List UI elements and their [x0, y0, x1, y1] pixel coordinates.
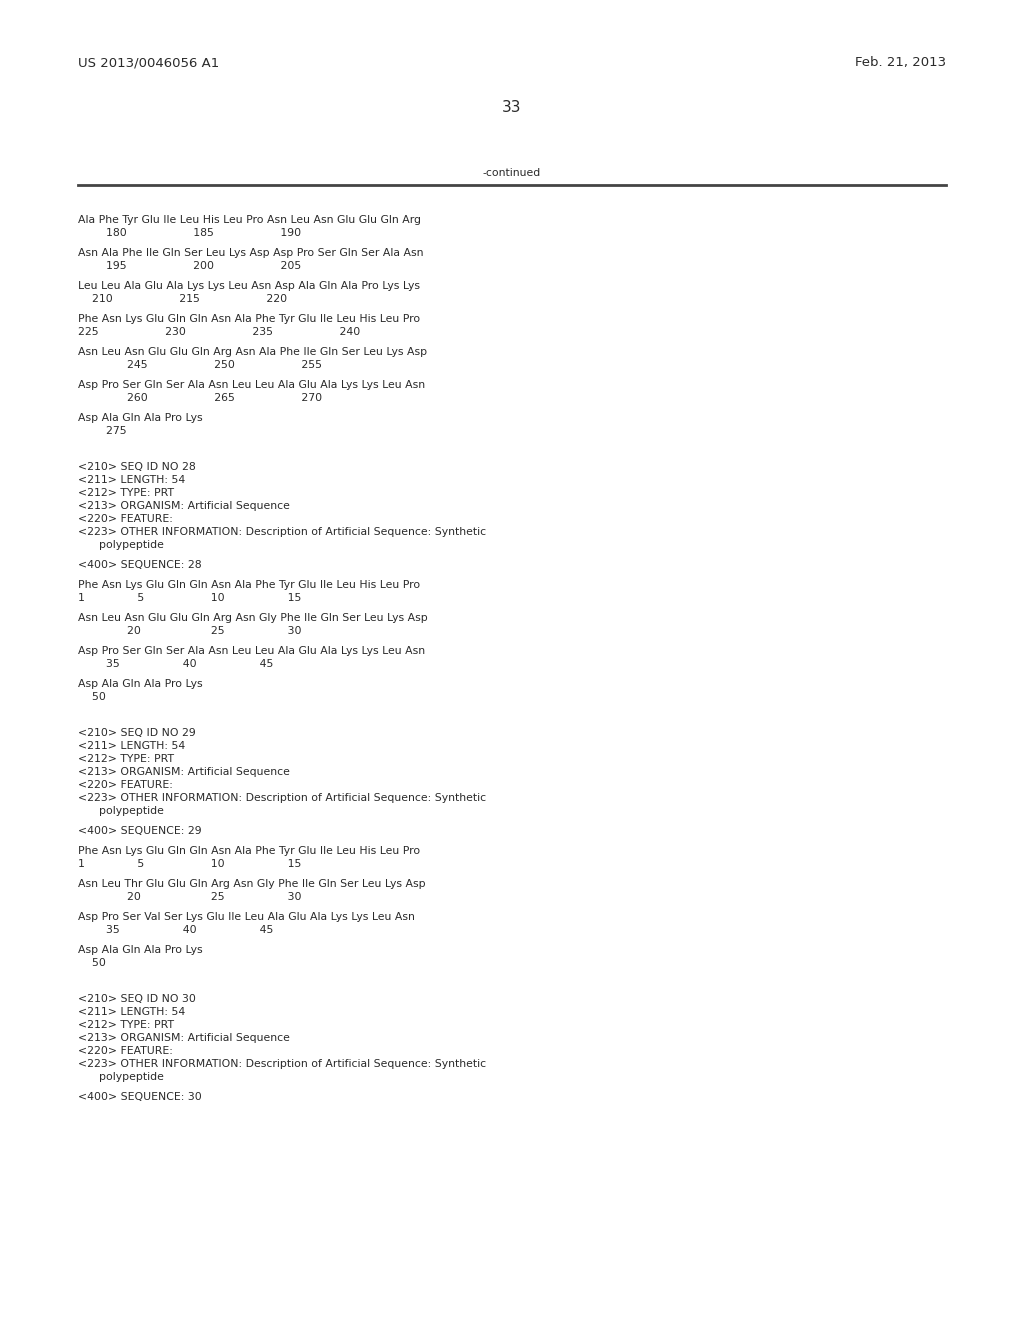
Text: 33: 33: [502, 100, 522, 115]
Text: <210> SEQ ID NO 30: <210> SEQ ID NO 30: [78, 994, 196, 1005]
Text: <212> TYPE: PRT: <212> TYPE: PRT: [78, 488, 174, 498]
Text: <220> FEATURE:: <220> FEATURE:: [78, 1045, 173, 1056]
Text: <400> SEQUENCE: 29: <400> SEQUENCE: 29: [78, 826, 202, 836]
Text: Asp Pro Ser Gln Ser Ala Asn Leu Leu Ala Glu Ala Lys Lys Leu Asn: Asp Pro Ser Gln Ser Ala Asn Leu Leu Ala …: [78, 645, 425, 656]
Text: <223> OTHER INFORMATION: Description of Artificial Sequence: Synthetic: <223> OTHER INFORMATION: Description of …: [78, 527, 486, 537]
Text: 245                   250                   255: 245 250 255: [78, 360, 322, 370]
Text: US 2013/0046056 A1: US 2013/0046056 A1: [78, 55, 219, 69]
Text: <400> SEQUENCE: 28: <400> SEQUENCE: 28: [78, 560, 202, 570]
Text: Asp Pro Ser Gln Ser Ala Asn Leu Leu Ala Glu Ala Lys Lys Leu Asn: Asp Pro Ser Gln Ser Ala Asn Leu Leu Ala …: [78, 380, 425, 389]
Text: Phe Asn Lys Glu Gln Gln Asn Ala Phe Tyr Glu Ile Leu His Leu Pro: Phe Asn Lys Glu Gln Gln Asn Ala Phe Tyr …: [78, 579, 420, 590]
Text: Asn Ala Phe Ile Gln Ser Leu Lys Asp Asp Pro Ser Gln Ser Ala Asn: Asn Ala Phe Ile Gln Ser Leu Lys Asp Asp …: [78, 248, 424, 257]
Text: <220> FEATURE:: <220> FEATURE:: [78, 780, 173, 789]
Text: 35                  40                  45: 35 40 45: [78, 659, 273, 669]
Text: 35                  40                  45: 35 40 45: [78, 925, 273, 935]
Text: <210> SEQ ID NO 28: <210> SEQ ID NO 28: [78, 462, 196, 473]
Text: 225                   230                   235                   240: 225 230 235 240: [78, 327, 360, 337]
Text: 210                   215                   220: 210 215 220: [78, 294, 287, 304]
Text: Ala Phe Tyr Glu Ile Leu His Leu Pro Asn Leu Asn Glu Glu Gln Arg: Ala Phe Tyr Glu Ile Leu His Leu Pro Asn …: [78, 215, 421, 224]
Text: Asp Pro Ser Val Ser Lys Glu Ile Leu Ala Glu Ala Lys Lys Leu Asn: Asp Pro Ser Val Ser Lys Glu Ile Leu Ala …: [78, 912, 415, 921]
Text: polypeptide: polypeptide: [78, 540, 164, 550]
Text: polypeptide: polypeptide: [78, 807, 164, 816]
Text: polypeptide: polypeptide: [78, 1072, 164, 1082]
Text: <212> TYPE: PRT: <212> TYPE: PRT: [78, 1020, 174, 1030]
Text: 20                    25                  30: 20 25 30: [78, 626, 301, 636]
Text: Phe Asn Lys Glu Gln Gln Asn Ala Phe Tyr Glu Ile Leu His Leu Pro: Phe Asn Lys Glu Gln Gln Asn Ala Phe Tyr …: [78, 314, 420, 323]
Text: <210> SEQ ID NO 29: <210> SEQ ID NO 29: [78, 729, 196, 738]
Text: Asn Leu Thr Glu Glu Gln Arg Asn Gly Phe Ile Gln Ser Leu Lys Asp: Asn Leu Thr Glu Glu Gln Arg Asn Gly Phe …: [78, 879, 426, 888]
Text: Asp Ala Gln Ala Pro Lys: Asp Ala Gln Ala Pro Lys: [78, 413, 203, 422]
Text: <220> FEATURE:: <220> FEATURE:: [78, 513, 173, 524]
Text: Feb. 21, 2013: Feb. 21, 2013: [855, 55, 946, 69]
Text: <223> OTHER INFORMATION: Description of Artificial Sequence: Synthetic: <223> OTHER INFORMATION: Description of …: [78, 793, 486, 803]
Text: 1               5                   10                  15: 1 5 10 15: [78, 859, 301, 869]
Text: -continued: -continued: [483, 168, 541, 178]
Text: Asn Leu Asn Glu Glu Gln Arg Asn Ala Phe Ile Gln Ser Leu Lys Asp: Asn Leu Asn Glu Glu Gln Arg Asn Ala Phe …: [78, 347, 427, 356]
Text: <213> ORGANISM: Artificial Sequence: <213> ORGANISM: Artificial Sequence: [78, 1034, 290, 1043]
Text: <211> LENGTH: 54: <211> LENGTH: 54: [78, 475, 185, 484]
Text: 50: 50: [78, 692, 105, 702]
Text: Phe Asn Lys Glu Gln Gln Asn Ala Phe Tyr Glu Ile Leu His Leu Pro: Phe Asn Lys Glu Gln Gln Asn Ala Phe Tyr …: [78, 846, 420, 855]
Text: 260                   265                   270: 260 265 270: [78, 393, 323, 403]
Text: <223> OTHER INFORMATION: Description of Artificial Sequence: Synthetic: <223> OTHER INFORMATION: Description of …: [78, 1059, 486, 1069]
Text: <212> TYPE: PRT: <212> TYPE: PRT: [78, 754, 174, 764]
Text: 50: 50: [78, 958, 105, 968]
Text: 195                   200                   205: 195 200 205: [78, 261, 301, 271]
Text: Asp Ala Gln Ala Pro Lys: Asp Ala Gln Ala Pro Lys: [78, 945, 203, 954]
Text: Asn Leu Asn Glu Glu Gln Arg Asn Gly Phe Ile Gln Ser Leu Lys Asp: Asn Leu Asn Glu Glu Gln Arg Asn Gly Phe …: [78, 612, 428, 623]
Text: 20                    25                  30: 20 25 30: [78, 892, 301, 902]
Text: 1               5                   10                  15: 1 5 10 15: [78, 593, 301, 603]
Text: <213> ORGANISM: Artificial Sequence: <213> ORGANISM: Artificial Sequence: [78, 502, 290, 511]
Text: 180                   185                   190: 180 185 190: [78, 228, 301, 238]
Text: <400> SEQUENCE: 30: <400> SEQUENCE: 30: [78, 1092, 202, 1102]
Text: Asp Ala Gln Ala Pro Lys: Asp Ala Gln Ala Pro Lys: [78, 678, 203, 689]
Text: Leu Leu Ala Glu Ala Lys Lys Leu Asn Asp Ala Gln Ala Pro Lys Lys: Leu Leu Ala Glu Ala Lys Lys Leu Asn Asp …: [78, 281, 420, 290]
Text: <211> LENGTH: 54: <211> LENGTH: 54: [78, 1007, 185, 1016]
Text: <213> ORGANISM: Artificial Sequence: <213> ORGANISM: Artificial Sequence: [78, 767, 290, 777]
Text: 275: 275: [78, 426, 127, 436]
Text: <211> LENGTH: 54: <211> LENGTH: 54: [78, 741, 185, 751]
